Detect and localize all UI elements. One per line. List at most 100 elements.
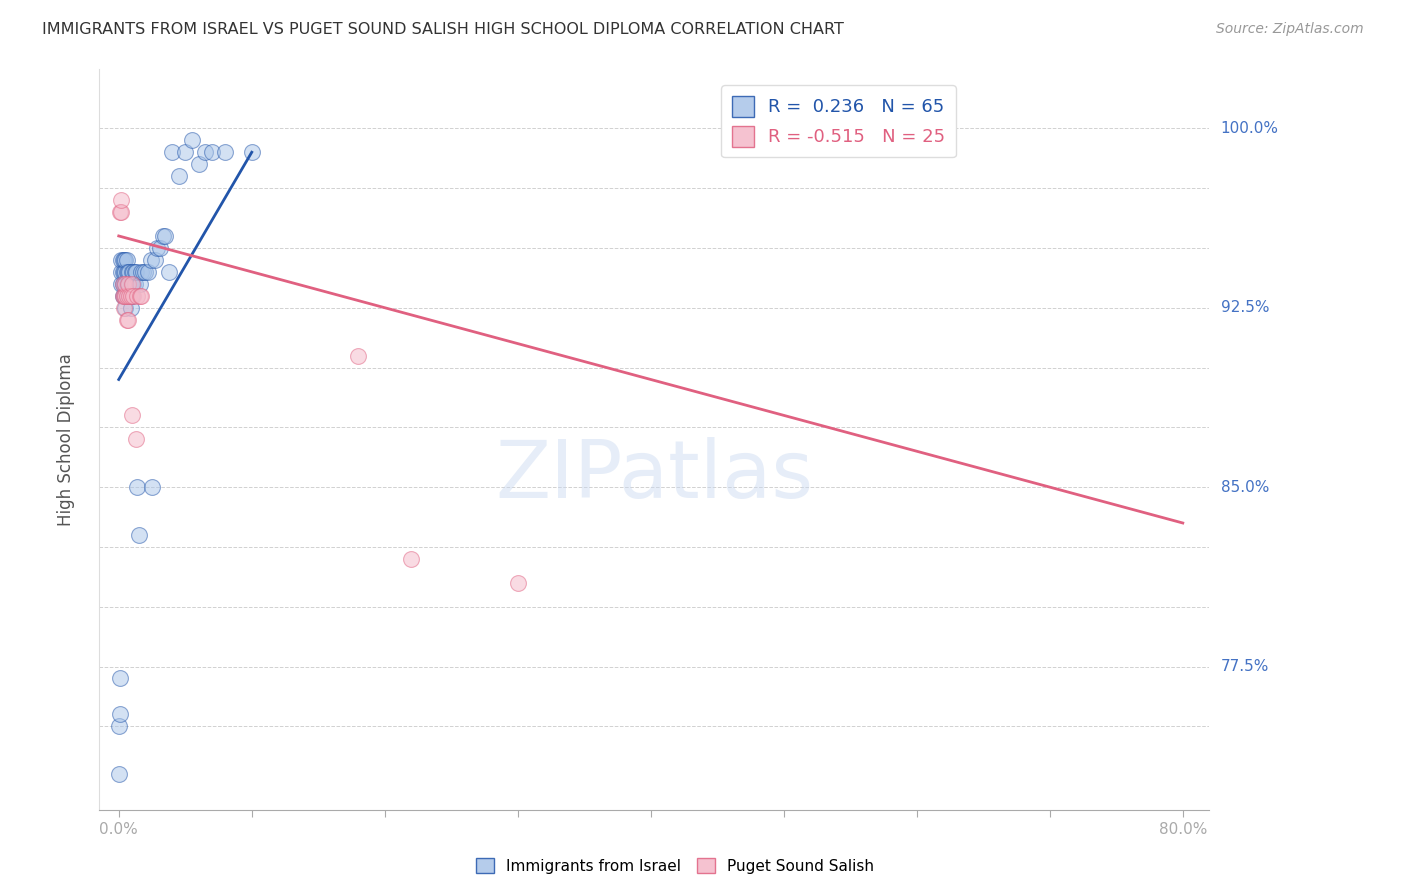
- Point: [201, 145, 224, 160]
- Point: [115, 312, 138, 326]
- Point: [114, 277, 136, 291]
- Point: [174, 145, 197, 160]
- Point: [112, 252, 135, 267]
- Point: [129, 289, 152, 303]
- Point: [117, 289, 139, 303]
- Point: [194, 145, 217, 160]
- Point: [121, 277, 143, 291]
- Point: [115, 265, 138, 279]
- Point: [120, 277, 142, 291]
- Point: [115, 252, 138, 267]
- Point: [111, 252, 134, 267]
- Point: [129, 277, 152, 291]
- Point: [110, 252, 132, 267]
- Point: [111, 289, 134, 303]
- Point: [121, 409, 143, 423]
- Point: [134, 265, 156, 279]
- Text: IMMIGRANTS FROM ISRAEL VS PUGET SOUND SALISH HIGH SCHOOL DIPLOMA CORRELATION CHA: IMMIGRANTS FROM ISRAEL VS PUGET SOUND SA…: [42, 22, 844, 37]
- Text: 85.0%: 85.0%: [1220, 480, 1268, 495]
- Point: [122, 265, 145, 279]
- Point: [115, 289, 138, 303]
- Point: [124, 265, 146, 279]
- Point: [117, 277, 139, 291]
- Point: [112, 289, 135, 303]
- Text: 100.0%: 100.0%: [1220, 120, 1278, 136]
- Point: [143, 252, 166, 267]
- Point: [112, 301, 135, 315]
- Point: [124, 277, 146, 291]
- Y-axis label: High School Diploma: High School Diploma: [58, 353, 75, 525]
- Point: [128, 528, 150, 542]
- Point: [115, 289, 138, 303]
- Point: [107, 719, 129, 733]
- Point: [114, 301, 136, 315]
- Point: [108, 672, 131, 686]
- Point: [127, 289, 149, 303]
- Legend: R =  0.236   N = 65, R = -0.515   N = 25: R = 0.236 N = 65, R = -0.515 N = 25: [721, 85, 956, 157]
- Point: [214, 145, 236, 160]
- Point: [160, 145, 183, 160]
- Point: [117, 312, 139, 326]
- Point: [121, 277, 143, 291]
- Point: [111, 289, 134, 303]
- Point: [125, 432, 148, 446]
- Point: [141, 480, 163, 494]
- Point: [114, 252, 136, 267]
- Point: [506, 575, 529, 590]
- Point: [120, 289, 142, 303]
- Point: [117, 265, 139, 279]
- Point: [131, 265, 153, 279]
- Point: [111, 277, 134, 291]
- Point: [401, 552, 423, 566]
- Point: [118, 265, 141, 279]
- Point: [180, 133, 202, 147]
- Point: [157, 265, 180, 279]
- Point: [108, 205, 131, 219]
- Point: [152, 229, 174, 244]
- Point: [107, 767, 129, 781]
- Text: 92.5%: 92.5%: [1220, 301, 1270, 315]
- Point: [131, 265, 153, 279]
- Point: [112, 277, 135, 291]
- Point: [112, 289, 135, 303]
- Text: ZIPatlas: ZIPatlas: [495, 437, 813, 516]
- Point: [131, 289, 153, 303]
- Point: [347, 349, 370, 363]
- Text: 77.5%: 77.5%: [1220, 659, 1268, 674]
- Point: [155, 229, 177, 244]
- Point: [114, 289, 136, 303]
- Point: [114, 265, 136, 279]
- Point: [118, 289, 141, 303]
- Point: [110, 265, 132, 279]
- Point: [187, 157, 209, 171]
- Point: [111, 265, 134, 279]
- Point: [120, 289, 142, 303]
- Point: [118, 277, 141, 291]
- Point: [115, 277, 138, 291]
- Point: [108, 707, 131, 722]
- Point: [122, 289, 145, 303]
- Point: [114, 277, 136, 291]
- Point: [146, 241, 169, 255]
- Point: [110, 193, 132, 207]
- Point: [121, 289, 143, 303]
- Point: [136, 265, 159, 279]
- Point: [139, 252, 162, 267]
- Point: [127, 480, 149, 494]
- Point: [117, 277, 139, 291]
- Point: [110, 205, 132, 219]
- Point: [240, 145, 263, 160]
- Point: [120, 301, 142, 315]
- Point: [112, 265, 135, 279]
- Text: Source: ZipAtlas.com: Source: ZipAtlas.com: [1216, 22, 1364, 37]
- Point: [111, 277, 134, 291]
- Point: [121, 265, 143, 279]
- Point: [118, 289, 141, 303]
- Point: [114, 289, 136, 303]
- Point: [167, 169, 190, 183]
- Legend: Immigrants from Israel, Puget Sound Salish: Immigrants from Israel, Puget Sound Sali…: [470, 852, 880, 880]
- Point: [122, 277, 145, 291]
- Point: [110, 277, 132, 291]
- Point: [125, 265, 148, 279]
- Point: [149, 241, 172, 255]
